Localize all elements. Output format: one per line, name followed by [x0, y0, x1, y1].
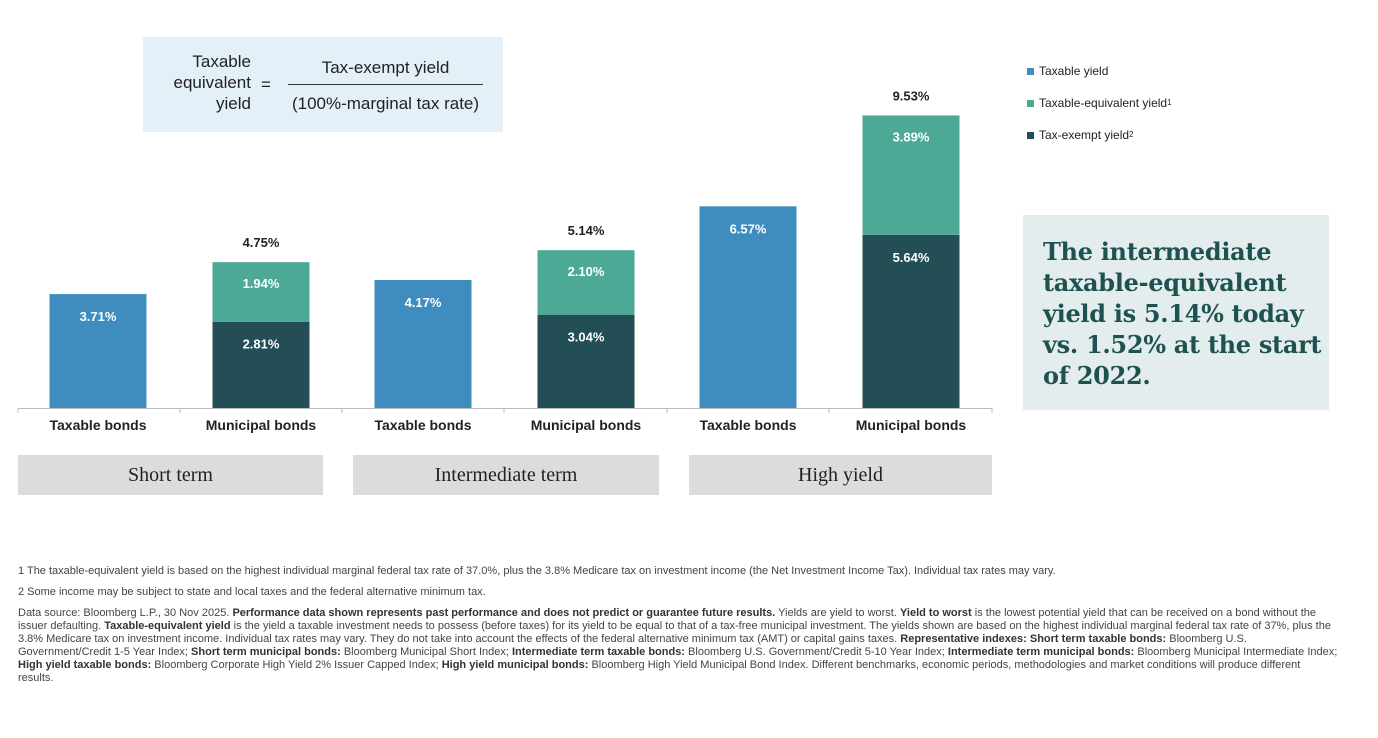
- bar-tax-exempt-yield: [212, 321, 310, 408]
- callout-text: The intermediate taxable-equivalent yiel…: [1043, 237, 1322, 390]
- formula-lhs-line: Taxable: [192, 52, 251, 71]
- data-label-total: 9.53%: [893, 88, 930, 103]
- category-label: Taxable bonds: [50, 417, 147, 433]
- source-note-bold: High yield municipal bonds:: [441, 659, 589, 671]
- legend-item: Tax-exempt yield 2: [1027, 127, 1172, 143]
- data-label-taxable-yield: 3.71%: [80, 309, 117, 324]
- legend-swatch: [1027, 131, 1034, 139]
- stacked-bar-chart: 3.71% Taxable bonds 2.81% 1.94% 4.75% Municip…: [17, 88, 993, 433]
- bar-taxable-equivalent-yield: [862, 115, 960, 235]
- formula-fraction-bar: [288, 84, 483, 85]
- category-label: Taxable bonds: [700, 417, 797, 433]
- data-label-total: 4.75%: [243, 235, 280, 250]
- source-note-bold: Intermediate term municipal bonds:: [947, 646, 1135, 658]
- formula-lhs-line: yield: [216, 94, 251, 113]
- data-label-total: 5.14%: [568, 223, 605, 238]
- bar-taxable-equivalent-yield: [212, 262, 310, 322]
- source-note-text: Bloomberg High Yield Municipal Bond Inde…: [18, 659, 1301, 684]
- source-note-text: Bloomberg Municipal Short Index;: [340, 646, 512, 658]
- category-label: Taxable bonds: [375, 417, 472, 433]
- source-note-bold: Yield to worst: [899, 607, 972, 619]
- category-label: Municipal bonds: [856, 417, 967, 433]
- data-label-tax-exempt-yield: 2.81%: [243, 337, 280, 352]
- source-note-bold: Taxable-equivalent yield: [104, 620, 231, 632]
- category-label: Municipal bonds: [206, 417, 317, 433]
- formula-numerator: Tax-exempt yield: [321, 58, 450, 77]
- bar-taxable-yield: [49, 294, 147, 408]
- source-note-text: Bloomberg U.S. Government/Credit 1-5 Yea…: [18, 633, 1247, 658]
- bar-tax-exempt-yield: [862, 234, 960, 408]
- data-label-taxable-yield: 4.17%: [405, 295, 442, 310]
- data-label-taxable-equivalent-yield: 2.10%: [568, 264, 605, 279]
- chart-legend: Taxable yield Taxable-equivalent yield 1 Ta…: [1027, 63, 1172, 159]
- source-note-text: Bloomberg Municipal Intermediate Index;: [1134, 646, 1338, 658]
- source-note-bold: Representative indexes: Short term taxab…: [900, 633, 1167, 645]
- bar-taxable-yield: [374, 279, 472, 408]
- source-note-text: Bloomberg Corporate High Yield 2% Issuer…: [151, 659, 442, 671]
- group-box-intermediate-term: Intermediate term: [353, 455, 659, 495]
- group-box-short-term: Short term: [18, 455, 323, 495]
- data-source-note: Data source: Bloomberg L.P., 30 Nov 2025…: [18, 607, 1338, 685]
- footnote-1: 1 The taxable-equivalent yield is based …: [18, 565, 1056, 577]
- callout-box: The intermediate taxable-equivalent yiel…: [1023, 215, 1329, 410]
- data-label-taxable-yield: 6.57%: [730, 221, 767, 236]
- legend-label: Taxable-equivalent yield: [1039, 96, 1168, 110]
- formula-lhs-line: equivalent: [173, 73, 251, 92]
- bar-taxable-equivalent-yield: [537, 250, 635, 315]
- source-note-text: is the yield a taxable investment needs …: [18, 620, 1331, 645]
- group-box-high-yield: High yield: [689, 455, 992, 495]
- source-note-text: is the lowest potential yield that can b…: [18, 607, 1316, 632]
- formula-lhs: Taxable equivalent yield: [155, 51, 251, 114]
- data-label-tax-exempt-yield: 3.04%: [568, 330, 605, 345]
- legend-swatch: [1027, 99, 1034, 107]
- source-note-bold: Performance data shown represents past p…: [232, 607, 776, 619]
- source-note-bold: Short term municipal bonds:: [191, 646, 341, 658]
- data-label-taxable-equivalent-yield: 3.89%: [893, 129, 930, 144]
- legend-item: Taxable yield: [1027, 63, 1172, 79]
- bar-tax-exempt-yield: [537, 314, 635, 408]
- data-label-tax-exempt-yield: 5.64%: [893, 250, 930, 265]
- source-note-text: Yields are yield to worst.: [775, 607, 900, 619]
- legend-label: Taxable yield: [1039, 64, 1109, 78]
- footnotes: 1 The taxable-equivalent yield is based …: [18, 565, 1338, 693]
- source-note-bold: High yield taxable bonds:: [18, 659, 152, 671]
- legend-item: Taxable-equivalent yield 1: [1027, 95, 1172, 111]
- formula-denominator: (100%-marginal tax rate): [291, 94, 480, 113]
- footnote-2: 2 Some income may be subject to state an…: [18, 586, 486, 598]
- source-note-bold: Intermediate term taxable bonds:: [511, 646, 685, 658]
- data-label-taxable-equivalent-yield: 1.94%: [243, 276, 280, 291]
- category-label: Municipal bonds: [531, 417, 642, 433]
- bar-taxable-yield: [699, 206, 797, 408]
- source-note-text: Data source: Bloomberg L.P., 30 Nov 2025…: [18, 607, 233, 619]
- legend-swatch: [1027, 67, 1034, 75]
- legend-label: Tax-exempt yield: [1039, 128, 1130, 142]
- source-note-text: Bloomberg U.S. Government/Credit 5-10 Ye…: [684, 646, 948, 658]
- formula-equals: =: [261, 75, 271, 94]
- formula-box: Taxable equivalent yield = Tax-exempt yi…: [143, 37, 503, 132]
